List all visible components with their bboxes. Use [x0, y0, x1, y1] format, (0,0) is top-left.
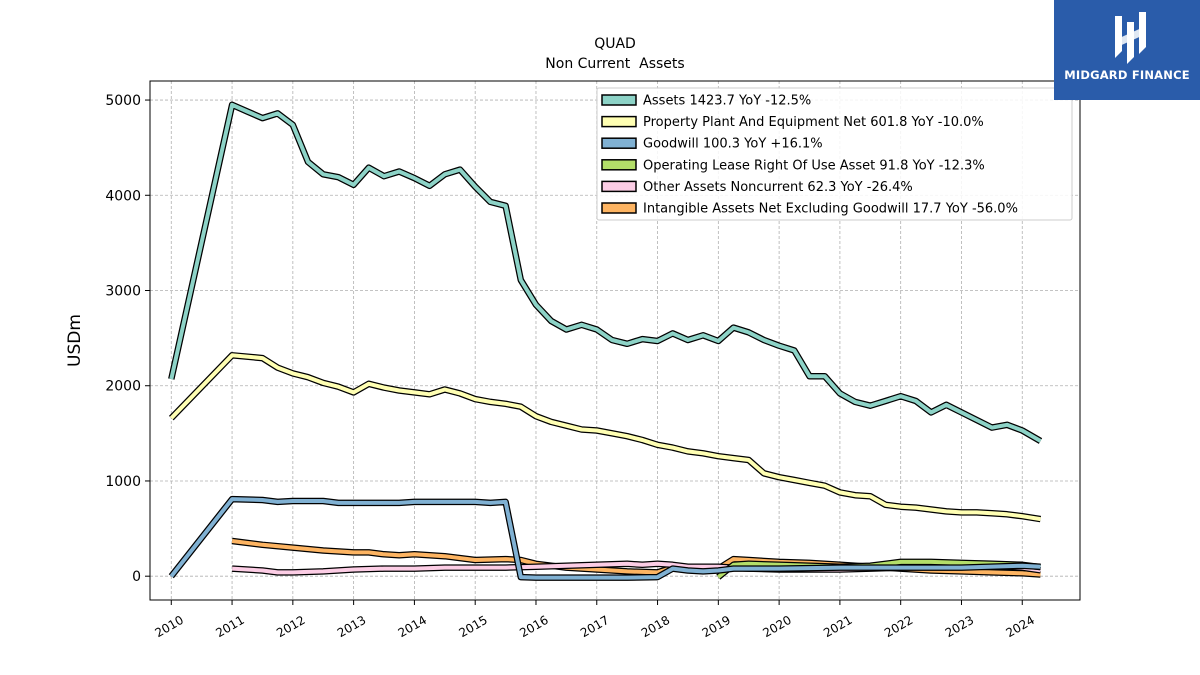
y-tick-label: 0	[132, 569, 141, 585]
legend-item: Intangible Assets Net Excluding Goodwill…	[601, 202, 1018, 217]
legend-item: Assets 1423.7 YoY -12.5%	[601, 94, 811, 109]
brand-mark-icon	[1115, 12, 1146, 64]
series-assets	[168, 101, 1043, 444]
plot-frame	[149, 80, 1081, 601]
x-tick-label: 2016	[517, 613, 550, 640]
x-tick-label: 2012	[274, 613, 307, 640]
x-tick-label: 2011	[213, 613, 246, 640]
legend-item: Operating Lease Right Of Use Asset 91.8 …	[601, 158, 985, 173]
legend-label: Other Assets Noncurrent 62.3 YoY -26.4%	[643, 180, 913, 195]
x-tick-label: 2022	[882, 613, 915, 640]
x-tick-label: 2013	[335, 613, 368, 640]
legend-label: Property Plant And Equipment Net 601.8 Y…	[643, 115, 984, 130]
series-property-plant-and-equipment-net	[168, 352, 1042, 523]
x-tick-label: 2020	[760, 613, 793, 640]
legend: Assets 1423.7 YoY -12.5% Property Plant A…	[596, 87, 1073, 221]
legend-label: Goodwill 100.3 YoY +16.1%	[643, 137, 823, 152]
legend-swatch	[601, 94, 637, 106]
y-tick-label: 5000	[105, 93, 141, 109]
x-tick-label: 2024	[1004, 613, 1037, 640]
legend-item: Other Assets Noncurrent 62.3 YoY -26.4%	[601, 180, 913, 195]
brand-name: MIDGARD FINANCE	[1064, 68, 1190, 82]
y-tick-label: 1000	[105, 474, 141, 490]
legend-label: Operating Lease Right Of Use Asset 91.8 …	[643, 158, 985, 173]
legend-swatch	[601, 159, 637, 171]
series-line	[169, 497, 1041, 580]
legend-swatch	[601, 137, 637, 149]
x-tick-label: 2017	[578, 613, 611, 640]
chart-subtitle: Non Current Assets	[545, 56, 684, 72]
x-tick-label: 2010	[153, 613, 186, 640]
legend-box	[596, 87, 1073, 221]
y-tick-label: 3000	[105, 284, 141, 300]
x-tick-label: 2015	[456, 613, 489, 640]
legend-item: Property Plant And Equipment Net 601.8 Y…	[601, 115, 984, 130]
x-tick-label: 2023	[943, 613, 976, 640]
chart-title: QUAD	[594, 36, 636, 52]
y-tick-label: 4000	[105, 188, 141, 204]
x-tick-label: 2019	[700, 613, 733, 640]
series-goodwill	[168, 495, 1041, 581]
x-tick-label: 2018	[639, 613, 672, 640]
legend-item: Goodwill 100.3 YoY +16.1%	[601, 137, 823, 152]
series-outline	[168, 352, 1042, 523]
y-tick-label: 2000	[105, 379, 141, 395]
brand-logo: MIDGARD FINANCE	[1054, 0, 1200, 100]
legend-label: Intangible Assets Net Excluding Goodwill…	[643, 202, 1018, 217]
legend-swatch	[601, 115, 637, 128]
x-tick-label: 2021	[821, 613, 854, 640]
legend-swatch	[601, 180, 637, 193]
series-layer	[168, 101, 1043, 581]
x-tick-label: 2014	[396, 613, 429, 640]
series-line	[169, 102, 1042, 443]
series-line	[169, 353, 1041, 522]
legend-swatch	[601, 202, 637, 214]
legend-label: Assets 1423.7 YoY -12.5%	[643, 94, 811, 109]
y-axis-label: USDm	[65, 314, 85, 367]
